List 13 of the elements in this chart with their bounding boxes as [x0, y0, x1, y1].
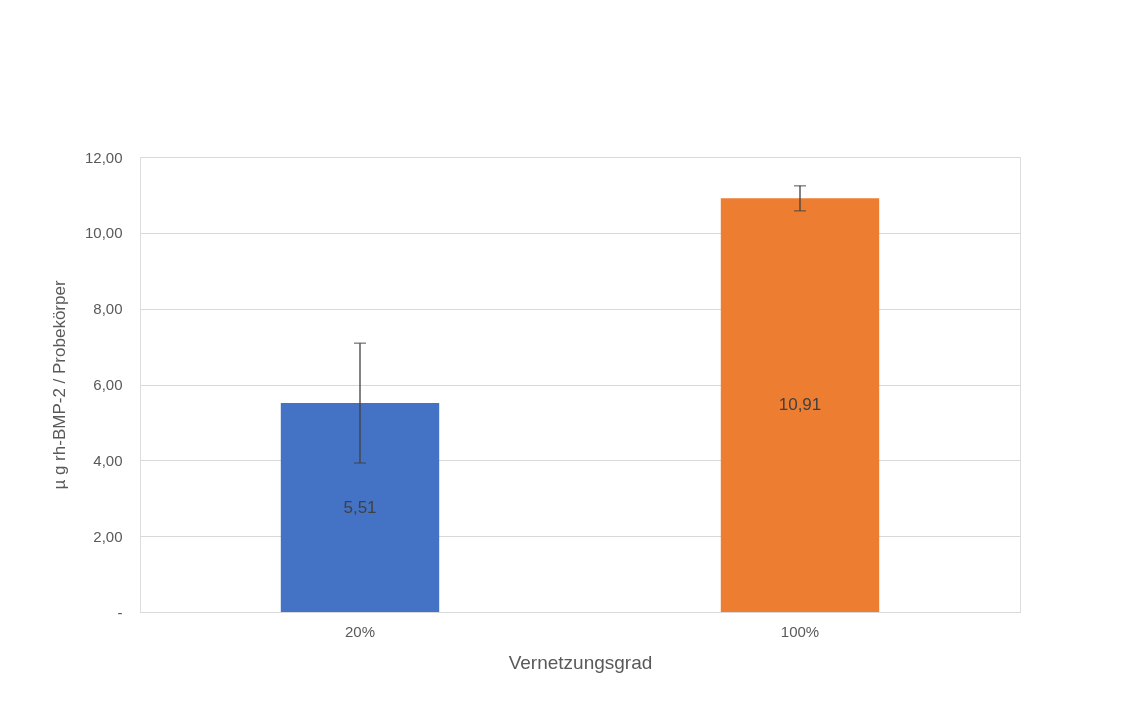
- y-tick-label: 12,00: [84, 148, 123, 166]
- y-tick-label: 6,00: [93, 376, 123, 393]
- data-label: 5,51: [343, 497, 377, 517]
- y-tick-label: 4,00: [93, 451, 123, 469]
- x-tick-label: 20%: [344, 622, 376, 640]
- y-tick-label: 10,00: [84, 224, 123, 242]
- data-label: 10,91: [778, 395, 822, 415]
- y-tick-label: 2,00: [93, 527, 123, 545]
- x-axis-title: Vernetzungsgrad: [508, 651, 653, 673]
- y-tick-label: -: [117, 603, 123, 621]
- y-tick-label: 8,00: [93, 300, 123, 318]
- y-axis-title: µ g rh-BMP-2 / Probekörper: [49, 280, 69, 490]
- x-tick-label: 100%: [780, 622, 820, 640]
